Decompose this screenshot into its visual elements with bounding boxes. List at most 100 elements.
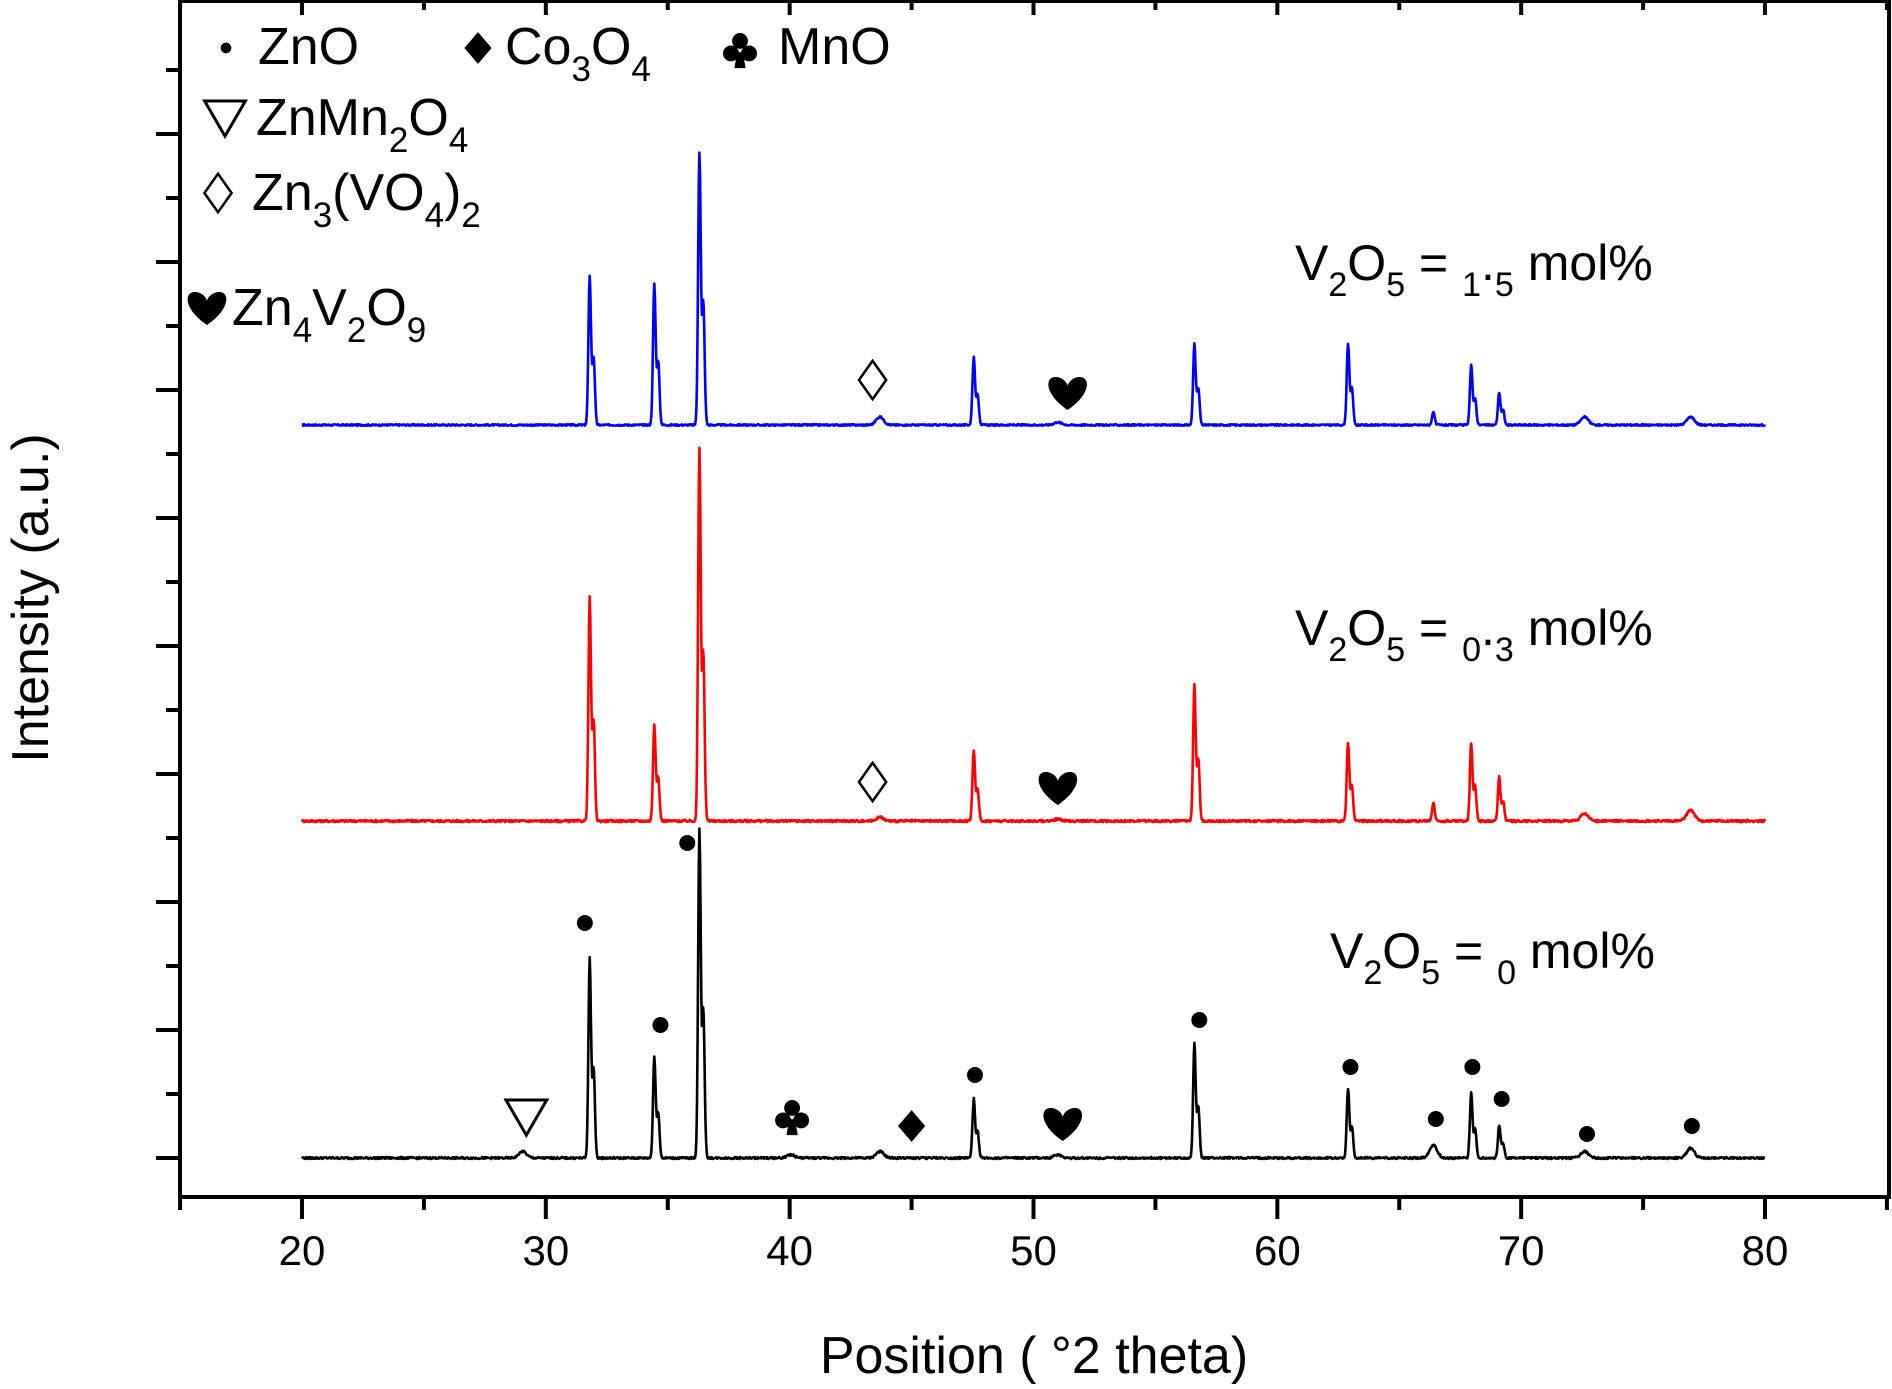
formula-part: 3	[313, 196, 332, 235]
series-labels: V2​O5​ = 1​.5​ mol%V2​O5​ = 0​.3​ mol%V2…	[1295, 235, 1655, 992]
formula-part: MnO	[778, 18, 891, 76]
filled-circle-marker	[1342, 1059, 1359, 1075]
heart-shape	[187, 291, 227, 325]
formula-part: (VO	[332, 164, 424, 222]
formula-part: 4	[449, 121, 468, 160]
formula-part: .	[1481, 235, 1495, 291]
formula-part: ZnO	[258, 18, 359, 76]
formula-part: 9	[407, 311, 426, 350]
legend-label-co3o4: Co3​O4​	[505, 18, 651, 89]
filled-circle-marker	[1579, 1126, 1596, 1142]
club-leaf	[741, 45, 757, 62]
formula-part: 0	[1462, 631, 1481, 669]
formula-part: 2	[461, 196, 480, 235]
formula-part: V	[1295, 600, 1329, 656]
filled-circle-shape	[966, 1067, 983, 1083]
formula-part: 3	[1495, 631, 1514, 669]
x-axis-label: Position ( °2 theta)	[820, 1327, 1248, 1384]
formula-part: V	[312, 279, 347, 337]
formula-part: =	[1405, 235, 1462, 291]
formula-part: Co	[505, 18, 571, 76]
filled-circle-shape	[652, 1017, 669, 1033]
formula-part: mol%	[1514, 235, 1653, 291]
filled-circle-shape	[1342, 1059, 1359, 1075]
x-tick-label: 30	[522, 1227, 569, 1274]
club-leaf	[784, 1100, 801, 1116]
club-leaf	[732, 33, 748, 49]
trace-v2o5-0-3	[300, 446, 1767, 824]
filled-circle-marker	[1683, 1118, 1700, 1134]
heart-shape	[1043, 1107, 1083, 1141]
filled-circle-marker	[679, 835, 696, 851]
formula-part: mol%	[1514, 600, 1653, 656]
open-diamond-marker	[202, 171, 234, 215]
filled-circle-marker	[1427, 1111, 1444, 1127]
formula-part: O	[408, 89, 448, 147]
filled-circle-marker	[576, 915, 593, 931]
filled-circle-shape	[576, 915, 593, 931]
formula-part: O	[1347, 235, 1386, 291]
formula-part: 0	[1497, 954, 1516, 992]
formula-part: 2	[389, 121, 408, 160]
filled-diamond-marker	[464, 32, 492, 64]
open-triangle-shape	[201, 99, 249, 140]
legend-label-zn4v2o9: Zn4​V2​O9​	[232, 279, 426, 350]
formula-part: Zn	[252, 164, 313, 222]
formula-part: 3	[571, 50, 590, 89]
formula-part: O	[366, 279, 406, 337]
club-marker	[723, 33, 757, 69]
formula-part: =	[1405, 600, 1462, 656]
heart-shape	[1048, 376, 1087, 410]
series-label: V2​O5​ = 0​.3​ mol%	[1295, 600, 1653, 669]
filled-circle-marker	[220, 42, 232, 54]
x-tick-label: 50	[1010, 1227, 1057, 1274]
filled-circle-shape	[1464, 1059, 1481, 1075]
peak-markers	[503, 358, 1700, 1142]
formula-part: 4	[631, 50, 650, 89]
formula-part: 5	[1495, 266, 1514, 304]
filled-circle-marker	[1191, 1012, 1208, 1028]
open-diamond-shape	[202, 171, 234, 215]
axis-ticks: 20 30 40 50 60 70 80	[156, 1, 1889, 1274]
formula-part: 4	[425, 196, 444, 235]
open-diamond-shape	[857, 358, 888, 402]
formula-part: 1	[1462, 266, 1481, 304]
formula-part: .	[1481, 600, 1495, 656]
filled-circle-shape	[1427, 1111, 1444, 1127]
formula-part: ZnMn	[256, 89, 389, 147]
heart-marker	[1043, 1107, 1083, 1141]
x-tick-label: 40	[766, 1227, 813, 1274]
formula-part: =	[1440, 923, 1497, 979]
legend-label-zn3vo42: Zn3​(VO4​)2​	[252, 164, 481, 235]
filled-circle-shape	[1683, 1118, 1700, 1134]
formula-part: 5	[1386, 266, 1405, 304]
club-stem	[734, 52, 746, 69]
filled-diamond-shape	[897, 1110, 926, 1142]
legend-label-znmn2o4: ZnMn2​O4​	[256, 89, 468, 160]
heart-shape	[1038, 771, 1078, 805]
legend-label-zno: ZnO	[258, 18, 359, 76]
x-tick-label: 20	[279, 1227, 326, 1274]
filled-circle-shape	[220, 42, 232, 54]
x-tick-label: 80	[1742, 1227, 1789, 1274]
filled-circle-shape	[1493, 1091, 1510, 1107]
trace-v2o5-1-5	[301, 151, 1767, 428]
club-leaf	[775, 1112, 791, 1129]
formula-part: 2	[347, 311, 366, 350]
filled-diamond-marker	[897, 1110, 926, 1142]
diffraction-traces	[300, 151, 1767, 1161]
formula-part: mol%	[1516, 923, 1655, 979]
series-label: V2​O5​ = 1​.5​ mol%	[1295, 235, 1653, 304]
formula-part: 2	[1363, 954, 1382, 992]
legend: ZnOCo3​O4​MnOZnMn2​O4​Zn3​(VO4​)2​Zn4​V2…	[187, 18, 891, 350]
filled-circle-marker	[652, 1017, 669, 1033]
legend-label-mno: MnO	[778, 18, 891, 76]
club-marker	[775, 1100, 810, 1136]
open-diamond-marker	[857, 358, 888, 402]
open-triangle-shape	[503, 1098, 550, 1139]
formula-part: V	[1295, 235, 1329, 291]
x-tick-label: 70	[1498, 1227, 1545, 1274]
formula-part: 2	[1328, 266, 1347, 304]
